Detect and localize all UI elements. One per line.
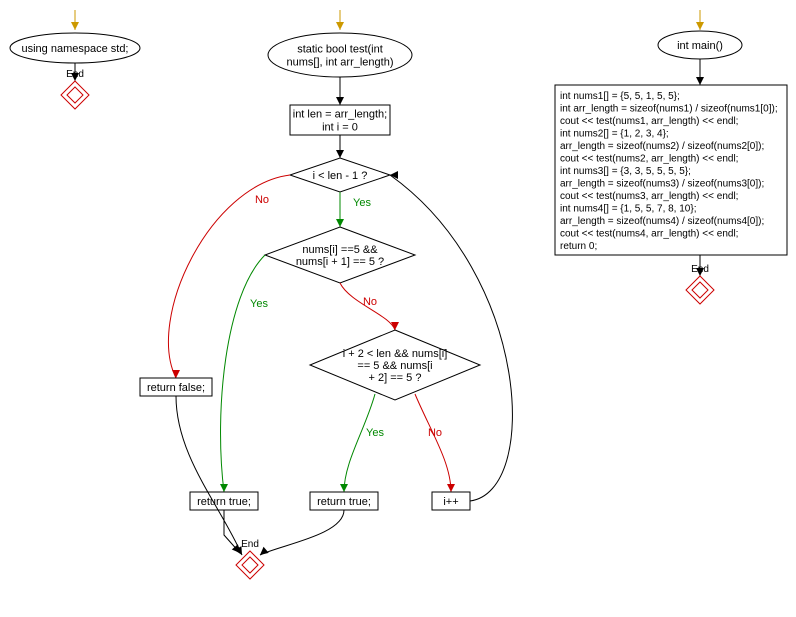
- svg-text:End: End: [66, 69, 84, 80]
- svg-text:cout << test(nums2, arr_length: cout << test(nums2, arr_length) << endl;: [560, 154, 738, 165]
- svg-text:return 0;: return 0;: [560, 241, 597, 252]
- svg-text:return true;: return true;: [317, 496, 371, 508]
- svg-text:No: No: [428, 427, 442, 439]
- svg-text:int arr_length = sizeof(nums1): int arr_length = sizeof(nums1) / sizeof(…: [560, 104, 778, 115]
- svg-text:i + 2 < len && nums[i]: i + 2 < len && nums[i]: [343, 348, 448, 360]
- svg-text:+ 2] == 5 ?: + 2] == 5 ?: [369, 372, 422, 384]
- svg-text:cout << test(nums1, arr_length: cout << test(nums1, arr_length) << endl;: [560, 116, 738, 127]
- svg-text:int nums4[] = {1, 5, 5, 7, 8,: int nums4[] = {1, 5, 5, 7, 8, 10};: [560, 204, 696, 215]
- svg-text:End: End: [691, 264, 709, 275]
- svg-text:int main(): int main(): [677, 40, 723, 52]
- svg-text:i++: i++: [443, 496, 458, 508]
- svg-text:nums[], int arr_length): nums[], int arr_length): [287, 57, 394, 69]
- svg-text:No: No: [363, 296, 377, 308]
- svg-text:i < len - 1 ?: i < len - 1 ?: [313, 170, 368, 182]
- svg-text:Yes: Yes: [250, 298, 268, 310]
- svg-text:cout << test(nums4, arr_length: cout << test(nums4, arr_length) << endl;: [560, 229, 738, 240]
- svg-text:cout << test(nums3, arr_length: cout << test(nums3, arr_length) << endl;: [560, 191, 738, 202]
- svg-text:using namespace std;: using namespace std;: [21, 43, 128, 55]
- svg-text:End: End: [241, 539, 259, 550]
- svg-text:int i = 0: int i = 0: [322, 122, 358, 134]
- svg-text:arr_length = sizeof(nums2) / s: arr_length = sizeof(nums2) / sizeof(nums…: [560, 141, 764, 152]
- svg-text:Yes: Yes: [366, 427, 384, 439]
- svg-text:arr_length = sizeof(nums4) / s: arr_length = sizeof(nums4) / sizeof(nums…: [560, 216, 764, 227]
- svg-text:int nums3[] = {3, 3, 5, 5, 5,: int nums3[] = {3, 3, 5, 5, 5, 5};: [560, 166, 691, 177]
- svg-text:== 5 && nums[i: == 5 && nums[i: [357, 360, 432, 372]
- svg-text:int len = arr_length;: int len = arr_length;: [293, 109, 387, 121]
- svg-text:static bool test(int: static bool test(int: [297, 44, 383, 56]
- svg-text:int nums2[] = {1, 2, 3, 4};: int nums2[] = {1, 2, 3, 4};: [560, 129, 669, 140]
- svg-text:nums[i] ==5 &&: nums[i] ==5 &&: [302, 244, 378, 256]
- svg-text:int nums1[] = {5, 5, 1, 5, 5};: int nums1[] = {5, 5, 1, 5, 5};: [560, 91, 680, 102]
- svg-text:return true;: return true;: [197, 496, 251, 508]
- svg-text:No: No: [255, 194, 269, 206]
- svg-text:return false;: return false;: [147, 382, 205, 394]
- svg-text:arr_length = sizeof(nums3) / s: arr_length = sizeof(nums3) / sizeof(nums…: [560, 179, 764, 190]
- svg-text:nums[i + 1] == 5 ?: nums[i + 1] == 5 ?: [296, 256, 384, 268]
- svg-text:Yes: Yes: [353, 197, 371, 209]
